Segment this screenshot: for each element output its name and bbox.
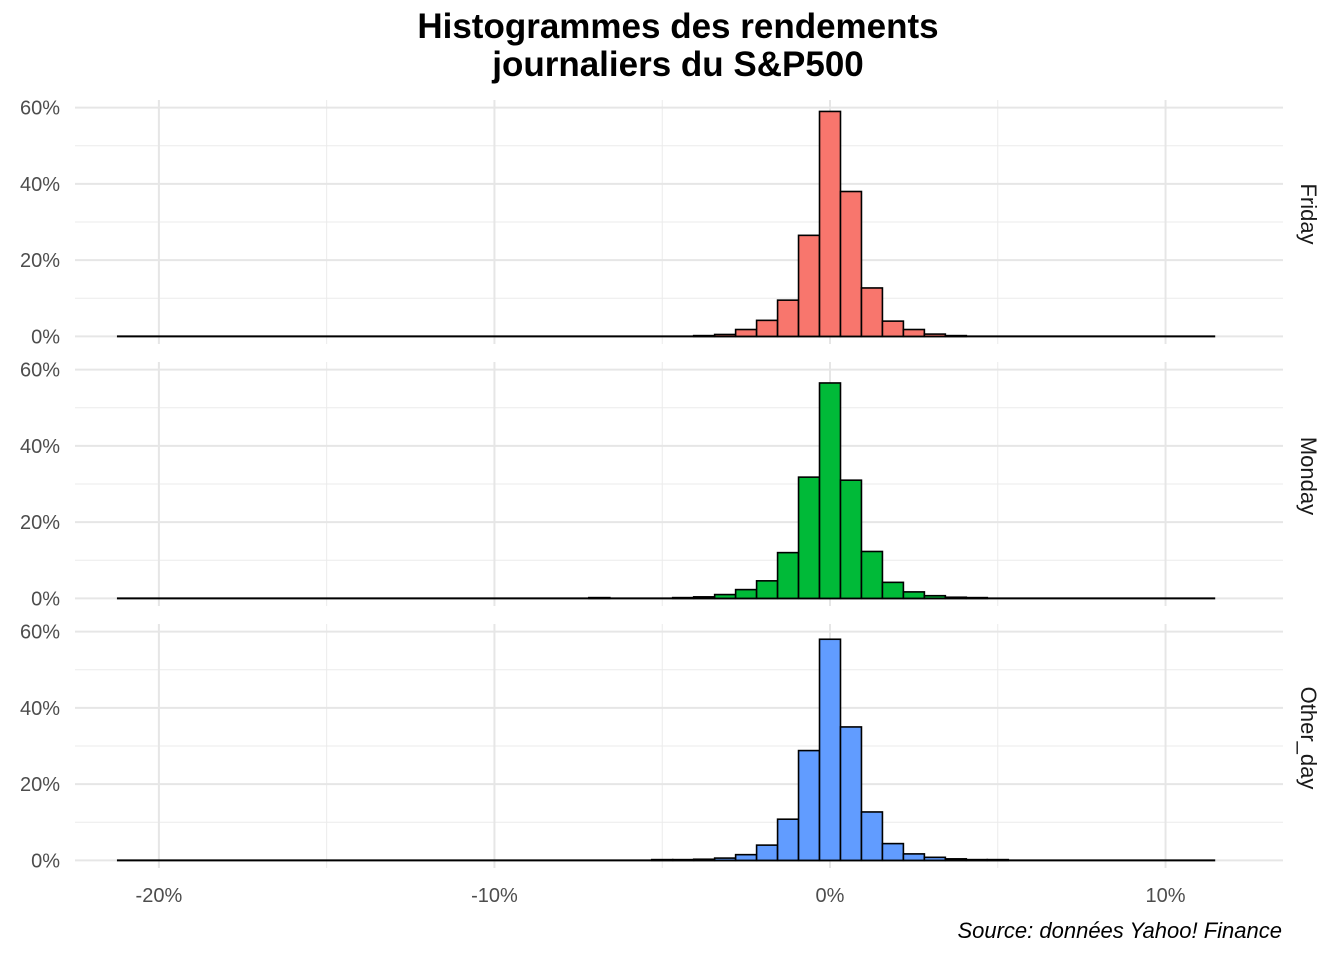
histogram-bar [839, 190, 863, 338]
chart-title: Histogrammes des rendements journaliers … [0, 8, 1344, 84]
histogram-bar [797, 476, 821, 600]
histogram-bar [839, 479, 863, 600]
x-tick-label: -10% [471, 885, 518, 907]
histogram-bar [986, 858, 1010, 862]
histogram-bar [902, 591, 926, 600]
chart-title-line-1: Histogrammes des rendements [417, 7, 939, 46]
histogram-bar [588, 596, 611, 600]
histogram-bar [965, 858, 989, 862]
histogram-bar [944, 596, 968, 600]
histogram-bar [923, 333, 947, 338]
histogram-bar [860, 811, 884, 862]
y-tick-label: 40% [20, 436, 60, 458]
y-tick-label: 40% [20, 174, 60, 196]
y-tick-label: 20% [20, 512, 60, 534]
histogram-bar [818, 110, 842, 338]
histogram-bar [965, 596, 989, 600]
histogram-bar [713, 857, 737, 862]
y-tick-label: 60% [20, 622, 60, 644]
histogram-bar [692, 858, 716, 862]
histogram-bar [881, 320, 905, 338]
histogram-bar [797, 234, 821, 338]
histogram-bar [797, 749, 821, 862]
histogram-bar [860, 287, 884, 338]
x-tick-label: 0% [816, 885, 845, 907]
histogram-bar [776, 818, 800, 862]
y-tick-label: 0% [31, 850, 60, 872]
histogram-bar [944, 334, 968, 338]
histogram-bar [923, 594, 947, 600]
histogram-bar [881, 581, 905, 600]
y-tick-label: 0% [31, 588, 60, 610]
histogram-bar [755, 319, 779, 338]
y-tick-label: 60% [20, 360, 60, 382]
histogram-bar [860, 550, 884, 600]
histogram-bar [776, 299, 800, 338]
histogram-bar [755, 580, 779, 600]
histogram-bar [734, 588, 758, 600]
y-tick-label: 0% [31, 326, 60, 348]
histogram-bar [671, 858, 695, 862]
histogram-bar [650, 858, 674, 862]
histogram-bar [818, 382, 842, 600]
x-tick-label: -20% [136, 885, 183, 907]
histogram-bar [734, 853, 758, 862]
y-tick-label: 40% [20, 698, 60, 720]
panel-strip-label: Monday [1296, 437, 1321, 515]
chart-caption: Source: données Yahoo! Finance [957, 918, 1282, 943]
histogram-bar [881, 842, 905, 862]
histogram-bar [902, 853, 926, 862]
histogram-bar [818, 638, 842, 862]
histogram-bar [692, 596, 716, 600]
histogram-bar [776, 551, 800, 600]
chart-title-line-2: journaliers du S&P500 [492, 45, 864, 84]
histogram-bar [713, 593, 737, 600]
y-tick-label: 60% [20, 98, 60, 120]
panel-strip-label: Friday [1296, 183, 1321, 244]
histogram-bar [902, 328, 926, 338]
histogram-bar [923, 856, 947, 862]
histogram-bar [713, 333, 737, 338]
histogram-bar [671, 596, 695, 600]
y-tick-label: 20% [20, 774, 60, 796]
histogram-bar [755, 844, 779, 862]
panel-strip-label: Other_day [1296, 687, 1321, 790]
x-tick-label: 10% [1146, 885, 1186, 907]
y-tick-label: 20% [20, 250, 60, 272]
histogram-bar [692, 334, 716, 338]
histogram-bar [944, 858, 968, 862]
histogram-bar [839, 726, 863, 862]
histogram-bar [734, 328, 758, 338]
